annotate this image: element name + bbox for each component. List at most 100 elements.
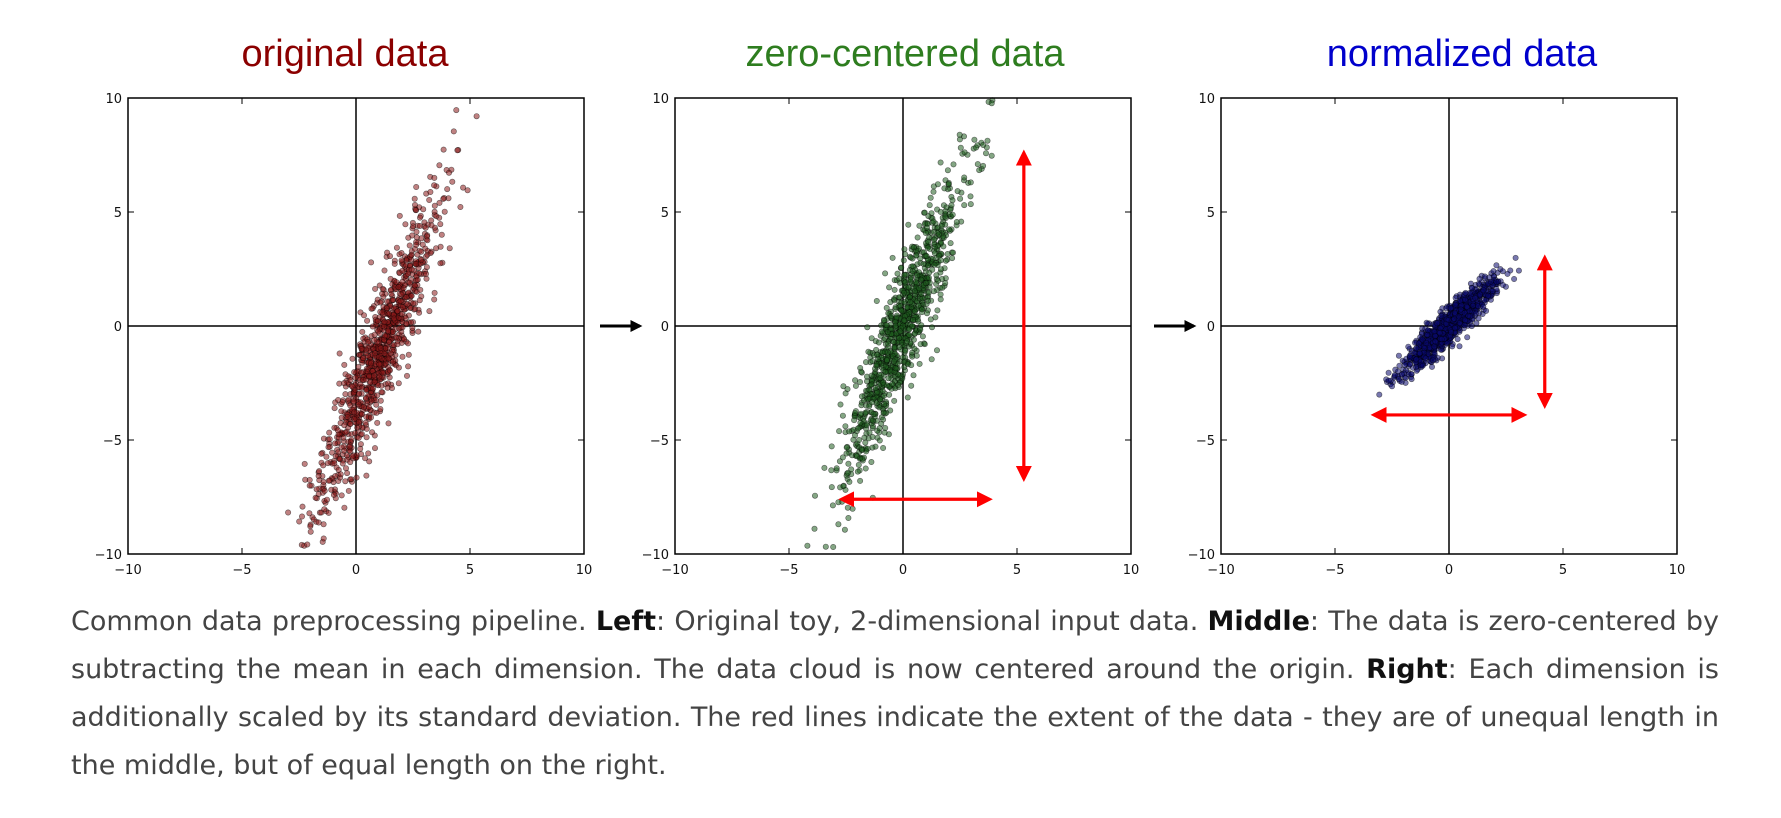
scatter-point [887, 299, 894, 306]
scatter-point [460, 184, 467, 191]
scatter-point [285, 509, 292, 516]
scatter-point [335, 466, 342, 473]
scatter-point [341, 380, 348, 387]
scatter-point [362, 419, 369, 426]
scatter-point [367, 360, 374, 367]
scatter-point [376, 282, 383, 289]
y-tick-label: −5 [1196, 434, 1215, 449]
scatter-point [330, 491, 337, 498]
scatter-point [950, 161, 957, 168]
scatter-point [296, 518, 303, 525]
scatter-point [413, 184, 420, 191]
scatter-point [1408, 371, 1415, 378]
scatter-point [358, 430, 365, 437]
scatter-point [413, 241, 420, 248]
panel-title: original data [241, 33, 449, 75]
scatter-point [828, 467, 835, 474]
scatter-point [351, 369, 358, 376]
scatter-point [396, 212, 403, 219]
scatter-point [349, 355, 356, 362]
scatter-point [933, 272, 940, 279]
scatter-point [1438, 312, 1445, 319]
scatter-point [381, 350, 388, 357]
scatter-point [440, 146, 447, 153]
scatter-point [1432, 332, 1439, 339]
scatter-point [365, 404, 372, 411]
scatter-point [1512, 254, 1519, 261]
scatter-point [1473, 320, 1480, 327]
scatter-point [945, 181, 952, 188]
scatter-point [1456, 343, 1463, 350]
scatter-point [1504, 270, 1511, 277]
x-tick-label: 0 [899, 563, 907, 578]
scatter-point [949, 255, 956, 262]
scatter-point [473, 113, 480, 120]
y-tick-label: −10 [642, 548, 669, 563]
scatter-point [342, 391, 349, 398]
scatter-point [384, 298, 391, 305]
scatter-point [967, 193, 974, 200]
scatter-point [1376, 391, 1383, 398]
scatter-point [1457, 297, 1464, 304]
scatter-point [848, 466, 855, 473]
scatter-point [930, 288, 937, 295]
scatter-point [882, 368, 889, 375]
scatter-point [416, 297, 423, 304]
scatter-point [918, 322, 925, 329]
scatter-point [893, 314, 900, 321]
scatter-point [956, 131, 963, 138]
caption-middle-label: Middle [1207, 606, 1310, 637]
scatter-point [398, 291, 405, 298]
scatter-point [428, 222, 435, 229]
scatter-point [1405, 343, 1412, 350]
scatter-point [385, 380, 392, 387]
scatter-point [341, 447, 348, 454]
y-tick-label: 5 [661, 206, 669, 221]
scatter-point [398, 250, 405, 257]
y-tick-label: −10 [1188, 548, 1215, 563]
scatter-point [1401, 362, 1408, 369]
scatter-point [388, 291, 395, 298]
scatter-point [414, 276, 421, 283]
scatter-point [1419, 336, 1426, 343]
scatter-point [1472, 294, 1479, 301]
scatter-point [900, 317, 907, 324]
scatter-point [407, 319, 414, 326]
scatter-point [390, 315, 397, 322]
scatter-point [321, 487, 328, 494]
scatter-point [957, 144, 964, 151]
scatter-point [306, 482, 313, 489]
scatter-point [360, 404, 367, 411]
scatter-point [399, 267, 406, 274]
scatter-point [423, 233, 430, 240]
scatter-point [416, 309, 423, 316]
scatter-point [325, 509, 332, 516]
scatter-point [1434, 320, 1441, 327]
plot-area: −10−10 −5 −5 0 0 5 5 10 10 [642, 92, 1140, 578]
scatter-point [919, 333, 926, 340]
scatter-point [961, 149, 968, 156]
scatter-point [905, 221, 912, 228]
scatter-point [431, 182, 438, 189]
scatter-point [353, 474, 360, 481]
scatter-point [881, 401, 888, 408]
scatter-point [431, 296, 438, 303]
scatter-point [894, 270, 901, 277]
caption-right-label: Right [1366, 654, 1448, 685]
scatter-point [844, 504, 851, 511]
scatter-point [1445, 316, 1452, 323]
scatter-point [1430, 357, 1437, 364]
scatter-point [879, 349, 886, 356]
scatter-point [420, 206, 427, 213]
scatter-point [336, 350, 343, 357]
scatter-point [381, 318, 388, 325]
scatter-point [388, 385, 395, 392]
scatter-point [1472, 310, 1479, 317]
scatter-point [418, 256, 425, 263]
scatter-point [857, 477, 864, 484]
scatter-point [395, 364, 402, 371]
scatter-point [945, 226, 952, 233]
scatter-point [982, 150, 989, 157]
scatter-point [902, 251, 909, 258]
y-tick-label: −5 [650, 434, 669, 449]
